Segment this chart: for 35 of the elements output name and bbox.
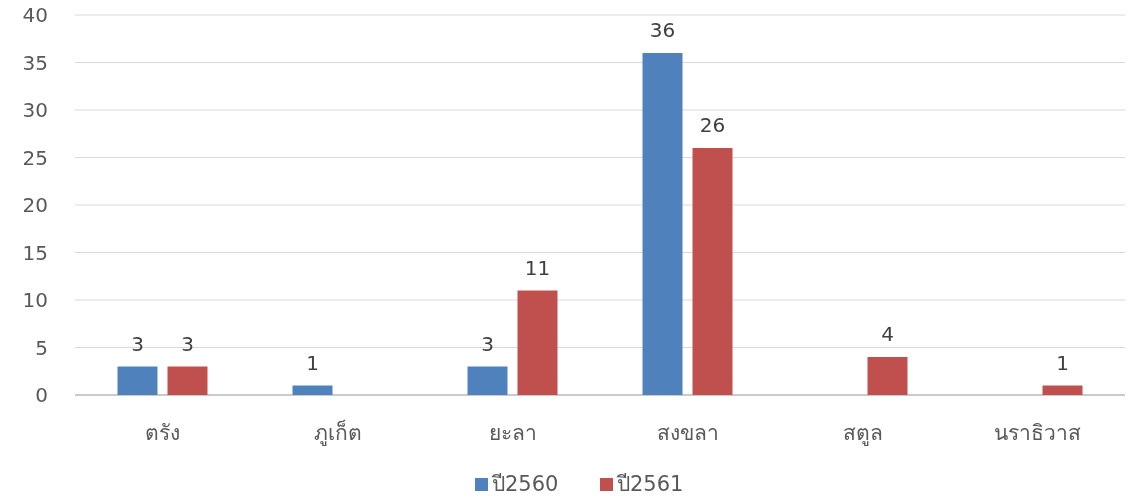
y-tick-label: 25 (22, 145, 48, 170)
data-label: 26 (699, 113, 726, 137)
x-tick-label: ยะลา (488, 421, 537, 445)
legend-label: ปี2561 (616, 472, 684, 496)
data-label: 3 (131, 331, 144, 356)
bar (467, 366, 508, 395)
bar (517, 290, 558, 395)
bar (692, 148, 733, 395)
data-label: 3 (181, 331, 194, 356)
bar (867, 357, 908, 395)
x-tick-label: สงขลา (656, 421, 719, 445)
y-tick-label: 35 (22, 50, 48, 75)
y-tick-label: 10 (22, 288, 48, 312)
data-label: 3 (481, 331, 494, 356)
x-tick-label: นราธิวาส (994, 421, 1081, 445)
data-label: 1 (306, 350, 319, 375)
data-label: 11 (524, 255, 551, 280)
data-label: 4 (881, 322, 894, 346)
data-label: 36 (649, 18, 676, 42)
bar (292, 385, 333, 395)
y-tick-label: 5 (35, 335, 48, 360)
x-tick-label: สตูล (842, 421, 883, 446)
legend-label: ปี2560 (491, 472, 559, 496)
y-tick-label: 0 (35, 383, 48, 407)
x-tick-label: ตรัง (145, 421, 180, 445)
y-tick-label: 30 (22, 98, 48, 122)
x-tick-label: ภูเก็ต (313, 419, 362, 446)
bar (167, 366, 208, 395)
bar (1042, 385, 1083, 395)
y-tick-label: 20 (22, 193, 48, 217)
bar (642, 53, 683, 395)
bar (117, 366, 158, 395)
y-tick-label: 15 (22, 240, 48, 265)
data-label: 1 (1056, 350, 1069, 375)
y-tick-label: 40 (22, 3, 48, 27)
